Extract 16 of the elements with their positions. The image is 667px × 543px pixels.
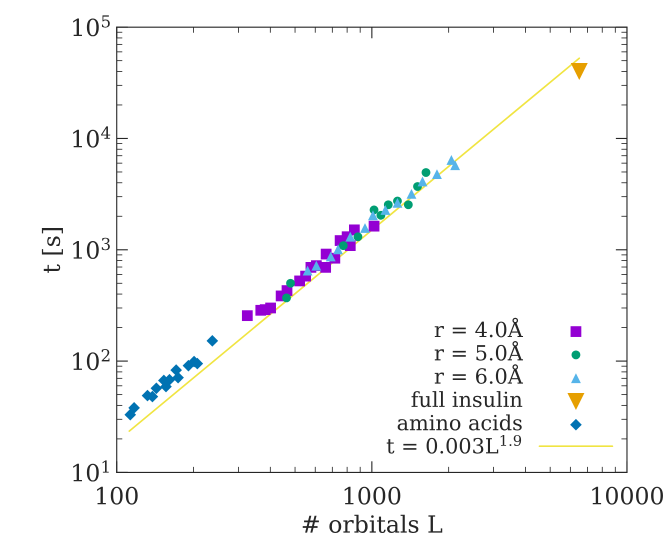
legend-label: full insulin	[412, 391, 522, 408]
y-tick-label: 10$^{5}$	[73, 15, 110, 36]
legend-label: t = 0.003L$^{1.9}$	[386, 434, 522, 454]
x-tick-label: 10000	[592, 486, 663, 505]
x-tick-label: 1000	[344, 486, 400, 505]
x-tick-label: 100	[97, 486, 138, 505]
y-tick-label: 10$^{3}$	[73, 238, 110, 259]
legend-label: r = 5.0Å	[434, 341, 524, 361]
y-tick-label: 10$^{2}$	[73, 349, 110, 370]
y-tick-label: 10$^{4}$	[73, 126, 110, 148]
legend-label: amino acids	[398, 414, 522, 430]
x-axis-title: # orbitals L	[302, 514, 442, 533]
y-axis-title: t [s]	[42, 228, 63, 273]
y-tick-label: 10$^{1}$	[73, 460, 109, 482]
legend-label: r = 4.0Å	[434, 318, 524, 338]
legend-label: r = 6.0Å	[434, 364, 524, 384]
